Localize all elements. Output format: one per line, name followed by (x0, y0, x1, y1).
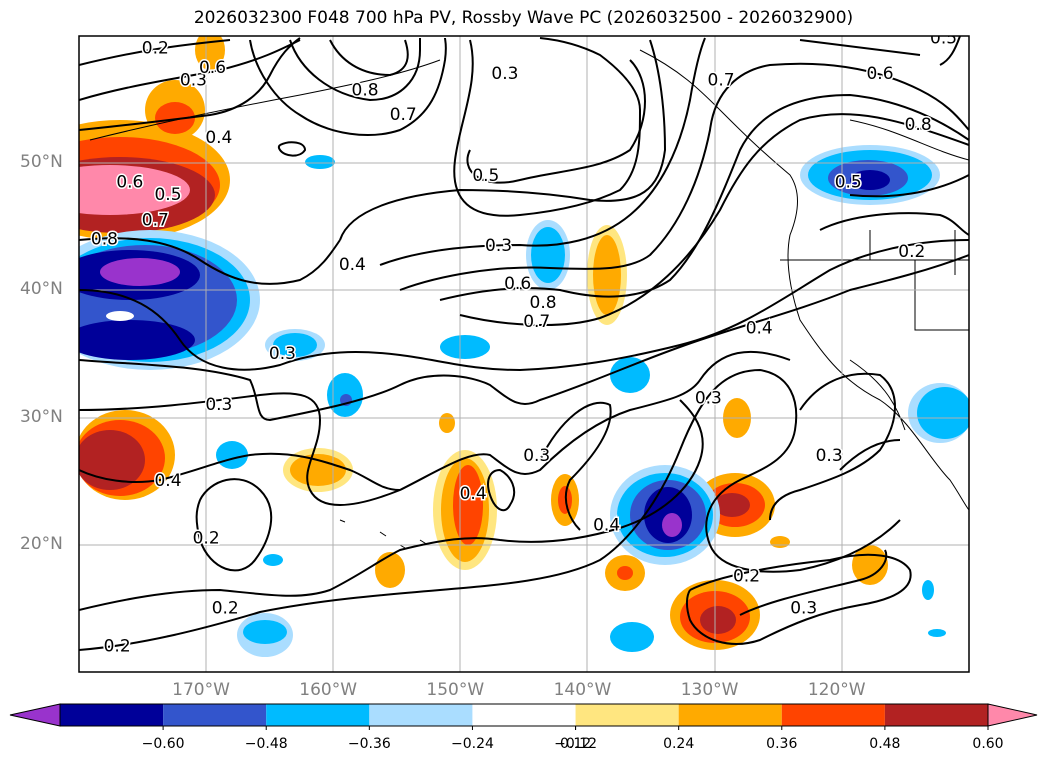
colorbar-swatch (781, 704, 885, 726)
colorbar-max-extension (987, 703, 1038, 727)
contour-label: 0.2 (212, 598, 239, 618)
contour-label: 0.5 (835, 172, 862, 192)
contour-label: 0.3 (485, 236, 512, 256)
colorbar-swatch (60, 704, 164, 726)
colorbar-tick-label: −0.24 (450, 736, 494, 752)
colorbar-tick-label: 0.12 (559, 736, 592, 752)
contour-label: 0.6 (504, 274, 531, 294)
contour-label: 0.3 (180, 71, 207, 91)
colorbar-tick-label: −0.36 (347, 736, 391, 752)
longitude-tick-label: 130°W (680, 680, 739, 700)
colorbar (9, 703, 1038, 730)
contour-label: 0.4 (154, 471, 181, 491)
contour-label: 0.8 (91, 230, 118, 250)
graticule (79, 36, 969, 672)
contour-label: 0.2 (193, 528, 220, 548)
colorbar-swatch (472, 704, 576, 726)
map-plot-area: 0.20.30.40.60.80.70.30.50.30.40.60.50.70… (79, 29, 969, 672)
contour-label: 0.7 (708, 71, 735, 91)
contour-label: 0.5 (154, 185, 181, 205)
contour-label: 0.8 (530, 293, 557, 313)
contour-label: 0.6 (199, 58, 226, 78)
contour-label: 0.6 (866, 64, 893, 84)
contour-label: 0.3 (695, 389, 722, 409)
contour-label: 0.2 (142, 39, 169, 59)
contour-label: 0.7 (523, 312, 550, 332)
contour-label: 0.4 (205, 128, 232, 148)
latitude-tick-label: 20°N (20, 533, 63, 554)
contour-label: 0.8 (352, 81, 379, 101)
pv-contours (79, 36, 969, 651)
latitude-tick-label: 40°N (20, 279, 63, 300)
latitude-tick-label: 50°N (20, 152, 63, 173)
longitude-tick-label: 170°W (172, 680, 230, 700)
colorbar-tick-label: 0.36 (766, 736, 798, 752)
contour-label: 0.2 (898, 242, 925, 262)
contour-label: 0.7 (390, 105, 417, 125)
contour-label: 0.4 (460, 484, 487, 504)
colorbar-tick-label: −0.12 (554, 736, 597, 752)
contour-label: 0.4 (339, 255, 366, 275)
negative-anomaly-shading (79, 145, 969, 657)
longitude-tick-label: 140°W (553, 680, 612, 700)
contour-label: 0.2 (733, 567, 760, 587)
colorbar-swatch (163, 704, 267, 726)
map-title: 2026032300 F048 700 hPa PV, Rossby Wave … (193, 8, 854, 28)
colorbar-tick-label: 0.24 (663, 736, 695, 752)
contour-label: 0.2 (104, 637, 131, 657)
latitude-tick-label: 30°N (20, 406, 63, 427)
colorbar-tick-label: −0.60 (141, 736, 185, 752)
contour-label: 0.3 (523, 446, 550, 466)
colorbar-tick-label: −0.48 (244, 736, 288, 752)
contour-label: 0.3 (269, 344, 296, 364)
longitude-tick-label: 120°W (807, 680, 866, 700)
contour-label: 0.3 (491, 64, 518, 84)
contour-label: 0.5 (472, 166, 499, 186)
contour-label: 0.7 (142, 210, 169, 230)
colorbar-swatch (884, 704, 988, 726)
colorbar-tick-label: 0.60 (972, 736, 1004, 752)
colorbar-frame (59, 703, 989, 727)
contour-label: 0.3 (205, 395, 232, 415)
coastlines (89, 49, 969, 549)
colorbar-tick-label: 0.48 (869, 736, 901, 752)
contour-label: 0.8 (905, 115, 932, 135)
colorbar-swatch (266, 704, 370, 726)
colorbar-swatch (575, 704, 679, 726)
colorbar-swatch (369, 704, 473, 726)
contour-labels: 0.20.30.40.60.80.70.30.50.30.40.60.50.70… (89, 29, 958, 658)
contour-label: 0.3 (790, 598, 817, 618)
contour-label: 0.6 (116, 172, 143, 192)
contour-label: 0.5 (930, 29, 957, 49)
colorbar-min-extension (9, 703, 61, 727)
colorbar-swatch (678, 704, 782, 726)
contour-label: 0.4 (746, 319, 773, 339)
map-frame (78, 35, 970, 673)
contour-label: 0.4 (593, 516, 620, 536)
longitude-tick-label: 150°W (426, 680, 485, 700)
longitude-tick-label: 160°W (299, 680, 358, 700)
contour-label: 0.3 (816, 446, 843, 466)
